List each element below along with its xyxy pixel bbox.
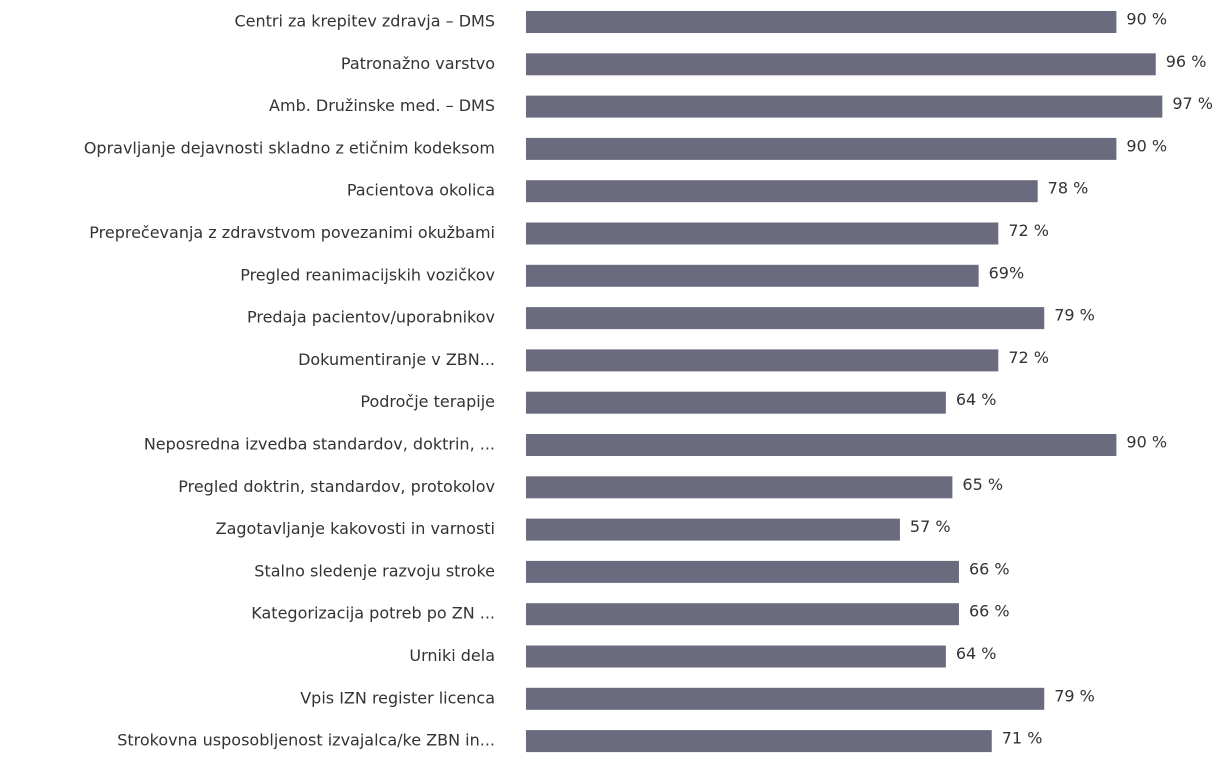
y-tick-label: Strokovna usposobljenost izvajalca/ke ZB… <box>117 731 495 750</box>
value-label: 57 % <box>910 517 951 536</box>
y-tick-label: Vpis IZN register licenca <box>300 688 495 707</box>
value-label: 71 % <box>1002 729 1043 748</box>
bar <box>526 730 992 753</box>
y-tick-label: Predaja pacientov/uporabnikov <box>247 308 495 327</box>
value-label: 90 % <box>1126 10 1167 29</box>
y-tick-label: Amb. Družinske med. – DMS <box>269 96 495 115</box>
value-label: 69% <box>989 263 1025 282</box>
y-tick-label: Centri za krepitev zdravja – DMS <box>234 12 495 31</box>
y-tick-label: Neposredna izvedba standardov, doktrin, … <box>144 435 495 454</box>
value-label: 96 % <box>1166 52 1207 71</box>
value-label: 78 % <box>1048 179 1089 198</box>
y-tick-label: Pregled doktrin, standardov, protokolov <box>178 477 495 496</box>
y-tick-label: Dokumentiranje v ZBN... <box>298 350 495 369</box>
bar <box>526 95 1163 118</box>
bar <box>526 307 1045 330</box>
bar <box>526 518 900 541</box>
bar <box>526 53 1156 76</box>
value-label: 65 % <box>962 475 1003 494</box>
bar <box>526 391 946 414</box>
y-tick-label: Opravljanje dejavnosti skladno z etičnim… <box>84 138 495 157</box>
value-label: 90 % <box>1126 136 1167 155</box>
value-label: 72 % <box>1008 221 1049 240</box>
bar <box>526 560 959 583</box>
y-tick-label: Pregled reanimacijskih vozičkov <box>240 265 495 284</box>
bar <box>526 687 1045 710</box>
bar <box>526 349 999 372</box>
y-tick-label: Pacientova okolica <box>347 181 495 200</box>
y-tick-label: Zagotavljanje kakovosti in varnosti <box>216 519 495 538</box>
bar <box>526 180 1038 203</box>
bar <box>526 264 979 287</box>
value-label: 66 % <box>969 559 1010 578</box>
bar <box>526 11 1117 33</box>
bar <box>526 222 999 245</box>
bar <box>526 645 946 668</box>
value-label: 64 % <box>956 644 997 663</box>
value-label: 90 % <box>1126 433 1167 452</box>
bar <box>526 603 959 626</box>
value-label: 79 % <box>1054 306 1095 325</box>
y-tick-label: Preprečevanja z zdravstvom povezanimi ok… <box>89 223 495 242</box>
bar <box>526 137 1117 160</box>
value-label: 64 % <box>956 390 997 409</box>
y-tick-label: Kategorizacija potreb po ZN ... <box>251 604 495 623</box>
value-label: 97 % <box>1172 94 1213 113</box>
bar <box>526 476 953 499</box>
value-label: 79 % <box>1054 686 1095 705</box>
bar <box>526 434 1117 456</box>
y-tick-label: Urniki dela <box>409 646 495 665</box>
value-label: 66 % <box>969 602 1010 621</box>
value-label: 72 % <box>1008 348 1049 367</box>
y-tick-label: Patronažno varstvo <box>341 54 495 73</box>
y-tick-label: Področje terapije <box>360 392 495 411</box>
y-tick-label: Stalno sledenje razvoju stroke <box>254 561 495 580</box>
